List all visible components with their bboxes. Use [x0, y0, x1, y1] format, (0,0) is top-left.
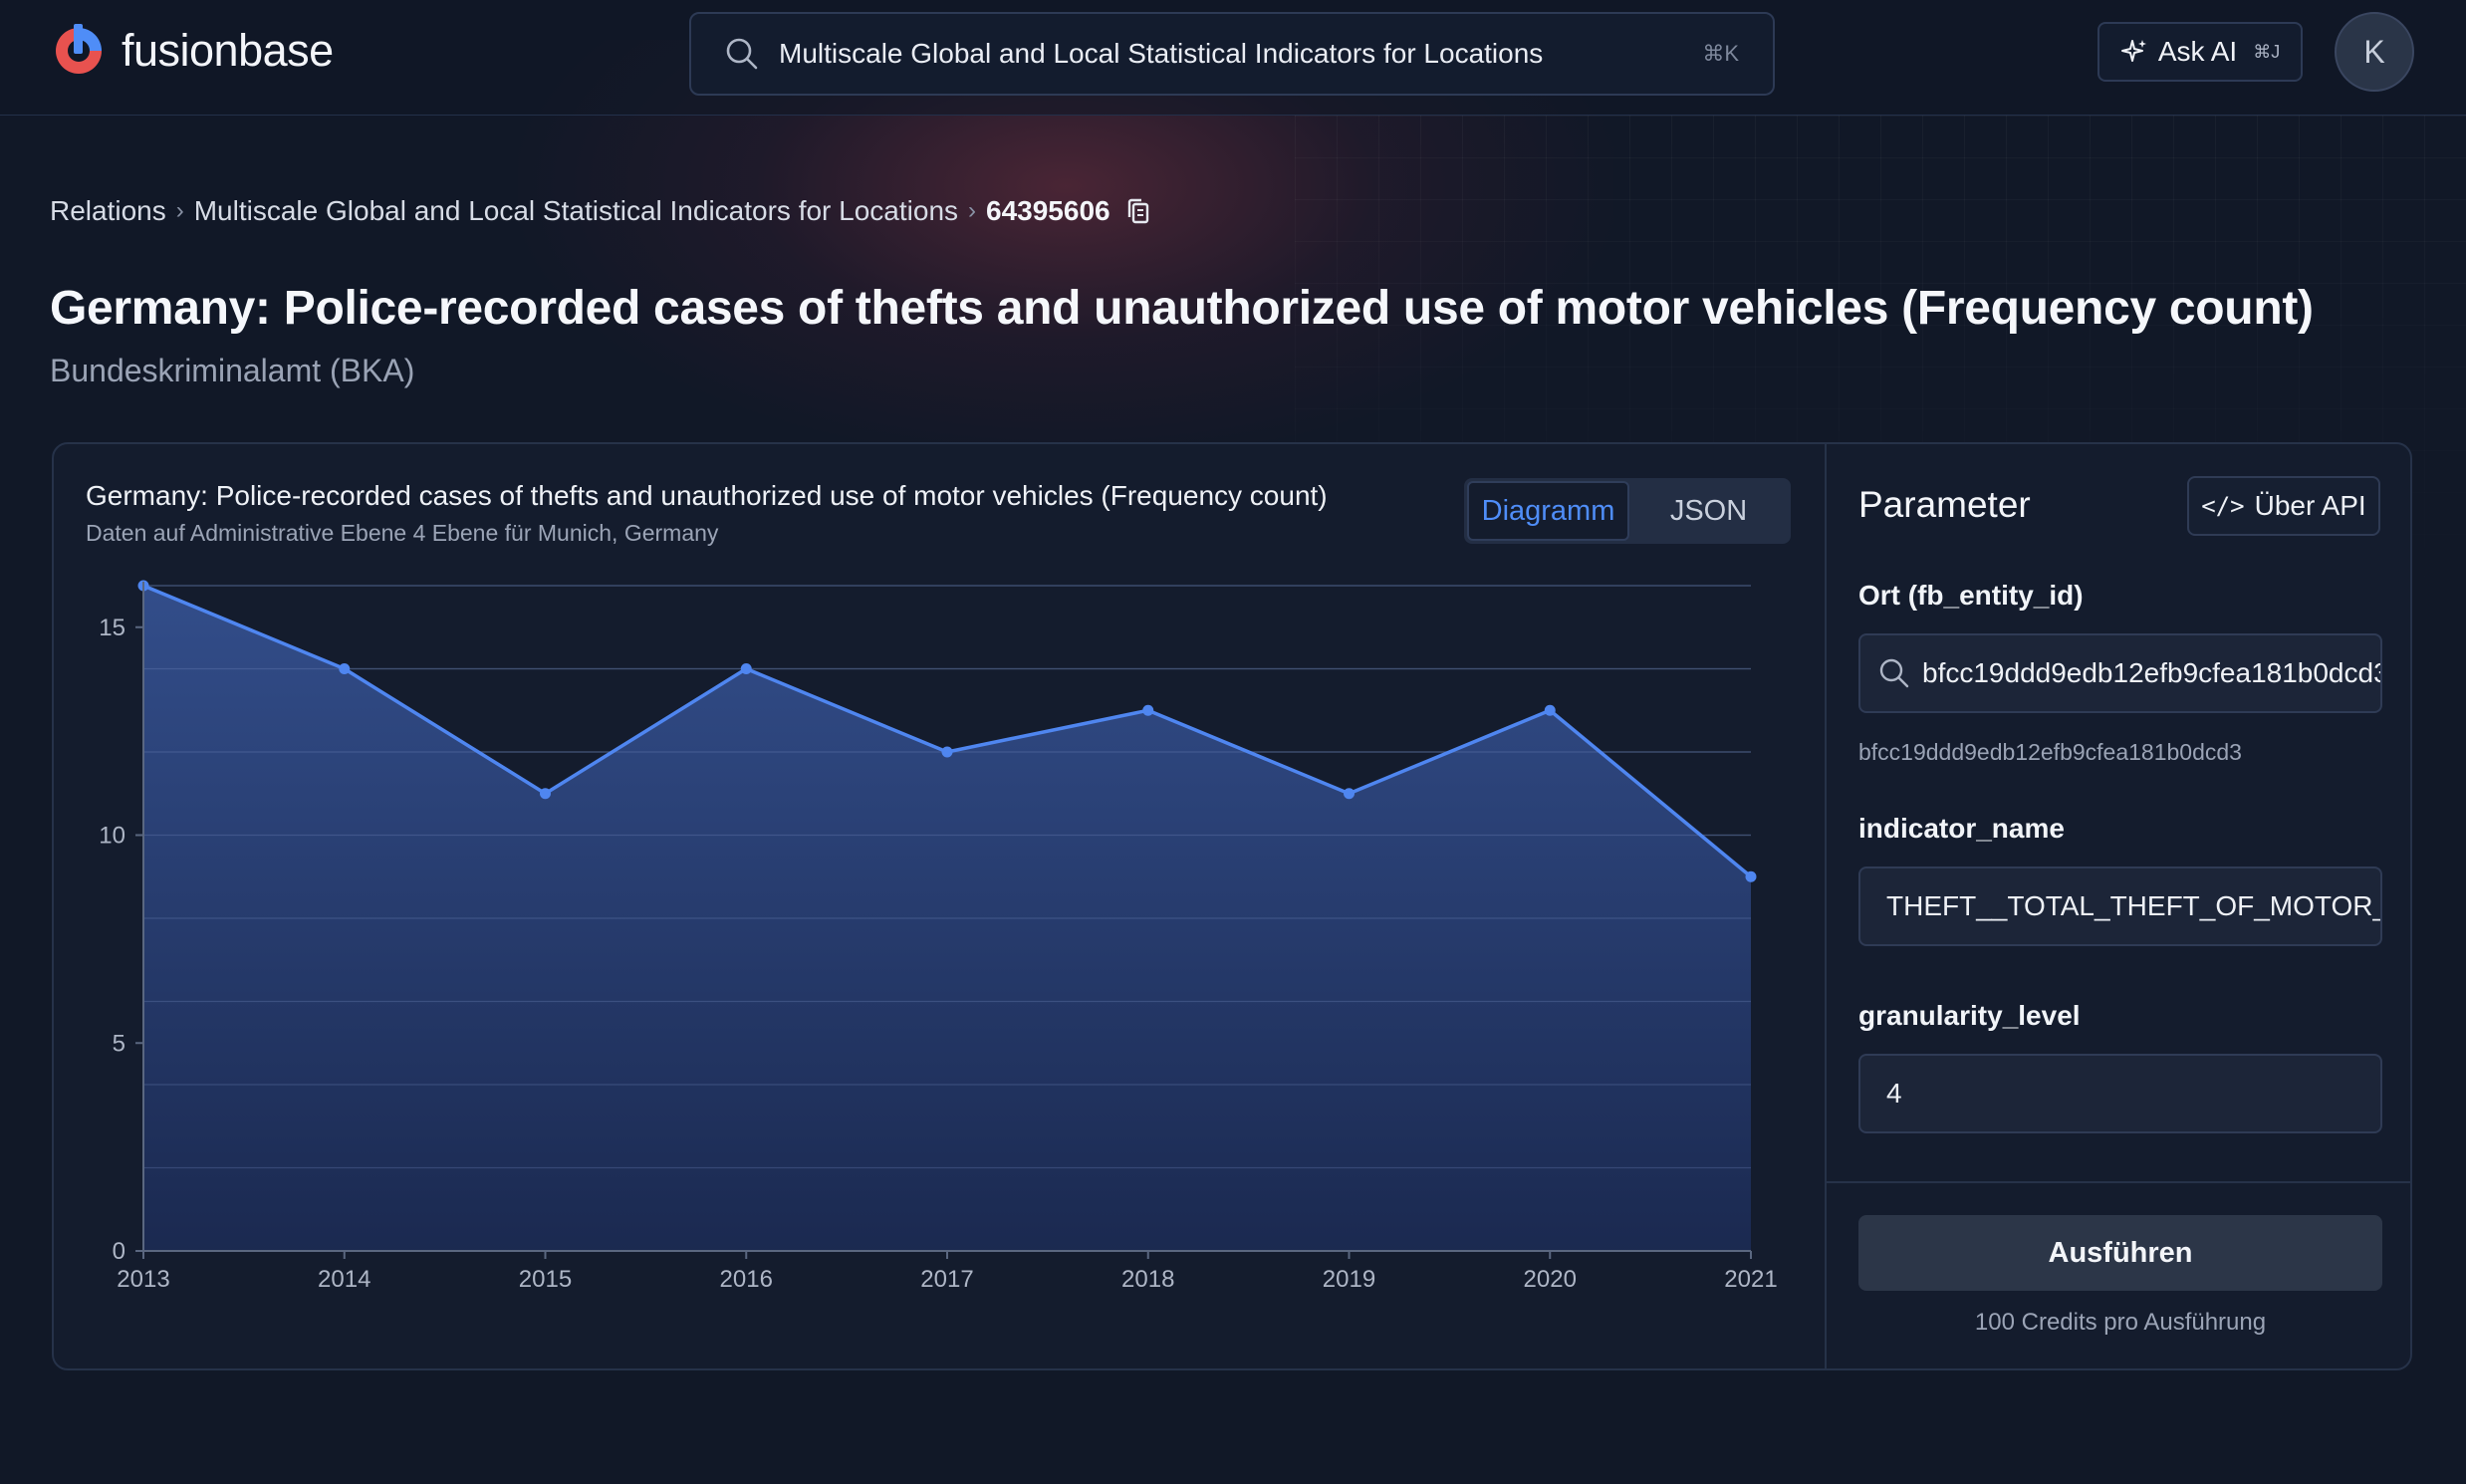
field-label-granularity: granularity_level	[1858, 1000, 2081, 1031]
page-title: Germany: Police-recorded cases of thefts…	[50, 282, 2314, 335]
search-icon	[1879, 658, 1909, 688]
page-subtitle: Bundeskriminalamt (BKA)	[50, 353, 415, 388]
granularity-field[interactable]: 4	[1858, 1054, 2382, 1133]
data-point	[1142, 704, 1154, 716]
data-point	[941, 746, 953, 758]
data-point	[1344, 788, 1355, 800]
parameter-panel: Parameter </> Über API Ort (fb_entity_id…	[1825, 444, 2410, 1368]
avatar[interactable]: K	[2335, 12, 2414, 92]
api-button-label: Über API	[2254, 490, 2366, 521]
data-point	[1745, 870, 1757, 882]
granularity-input[interactable]: 4	[1886, 1078, 1902, 1109]
entity-id-field[interactable]: bfcc19ddd9edb12efb9cfea181b0dcd3	[1858, 633, 2382, 713]
data-point	[740, 663, 752, 674]
area-chart: 0 5 10 15 2013 2014 2015 2016 2017 2018 2019 2020 20…	[99, 580, 1778, 1293]
tab-json[interactable]: JSON	[1669, 494, 1748, 527]
area-fill	[143, 586, 1751, 1251]
view-toggle: Diagramm JSON	[1464, 478, 1791, 544]
content-card: Germany: Police-recorded cases of thefts…	[52, 442, 2412, 1370]
entity-id-hint: bfcc19ddd9edb12efb9cfea181b0dcd3	[1858, 739, 2242, 765]
search-shortcut: ⌘K	[1702, 41, 1739, 66]
divider	[1827, 1181, 2410, 1183]
chevron-right-icon: ›	[968, 197, 977, 224]
top-bar: fusionbase Multiscale Global and Local S…	[0, 0, 2466, 116]
ask-ai-shortcut: ⌘J	[2253, 41, 2281, 62]
data-point	[540, 788, 551, 800]
search-icon	[726, 38, 758, 70]
x-tick-label: 2015	[519, 1266, 572, 1293]
data-point	[339, 663, 351, 674]
code-icon: </>	[2201, 492, 2245, 520]
copy-icon[interactable]	[1124, 196, 1152, 226]
x-tick-label: 2018	[1121, 1266, 1174, 1293]
credits-note: 100 Credits pro Ausführung	[1974, 1309, 2267, 1336]
y-tick-label: 0	[113, 1238, 125, 1265]
field-label-indicator: indicator_name	[1858, 813, 2065, 844]
ask-ai-button[interactable]: Ask AI ⌘J	[2097, 22, 2303, 82]
breadcrumb-item-dataset[interactable]: Multiscale Global and Local Statistical …	[193, 195, 959, 226]
x-tick-label: 2017	[920, 1266, 973, 1293]
x-tick-label: 2020	[1524, 1266, 1577, 1293]
fusionbase-logo-icon	[56, 24, 102, 74]
breadcrumb: Relations › Multiscale Global and Local …	[50, 195, 1152, 227]
logo[interactable]: fusionbase	[50, 22, 334, 80]
x-tick-label: 2019	[1323, 1266, 1375, 1293]
x-tick-label: 2021	[1724, 1266, 1777, 1293]
breadcrumb-item-relations[interactable]: Relations	[50, 195, 166, 226]
chart-title: Germany: Police-recorded cases of thefts…	[86, 480, 1328, 511]
indicator-name-field[interactable]: THEFT__TOTAL_THEFT_OF_MOTOR_VEHICLES	[1858, 866, 2382, 946]
indicator-name-input[interactable]: THEFT__TOTAL_THEFT_OF_MOTOR_VEHICLES	[1886, 890, 2380, 921]
y-tick-label: 10	[99, 823, 125, 850]
api-button[interactable]: </> Über API	[2187, 476, 2380, 536]
parameter-title: Parameter	[1858, 484, 2031, 525]
tab-diagramm[interactable]: Diagramm	[1467, 481, 1629, 541]
sparkle-icon	[2120, 40, 2146, 62]
chart-subtitle: Daten auf Administrative Ebene 4 Ebene f…	[86, 520, 719, 546]
app-name: fusionbase	[122, 25, 334, 76]
breadcrumb-current-id: 64395606	[986, 195, 1110, 226]
data-point	[1544, 704, 1556, 716]
y-tick-label: 5	[113, 1030, 125, 1057]
x-tick-label: 2014	[318, 1266, 370, 1293]
x-tick-label: 2013	[117, 1266, 169, 1293]
chevron-right-icon: ›	[175, 197, 184, 224]
entity-id-input[interactable]: bfcc19ddd9edb12efb9cfea181b0dcd3	[1922, 657, 2382, 688]
ask-ai-label: Ask AI	[2157, 36, 2238, 67]
chart-panel: Germany: Police-recorded cases of thefts…	[54, 444, 1825, 1368]
y-tick-label: 15	[99, 615, 125, 641]
search-input[interactable]: Multiscale Global and Local Statistical …	[779, 38, 1544, 69]
global-search[interactable]: Multiscale Global and Local Statistical …	[689, 12, 1775, 96]
field-label-ort: Ort (fb_entity_id)	[1858, 580, 2084, 611]
x-tick-label: 2016	[720, 1266, 773, 1293]
run-button[interactable]: Ausführen	[1858, 1215, 2382, 1291]
